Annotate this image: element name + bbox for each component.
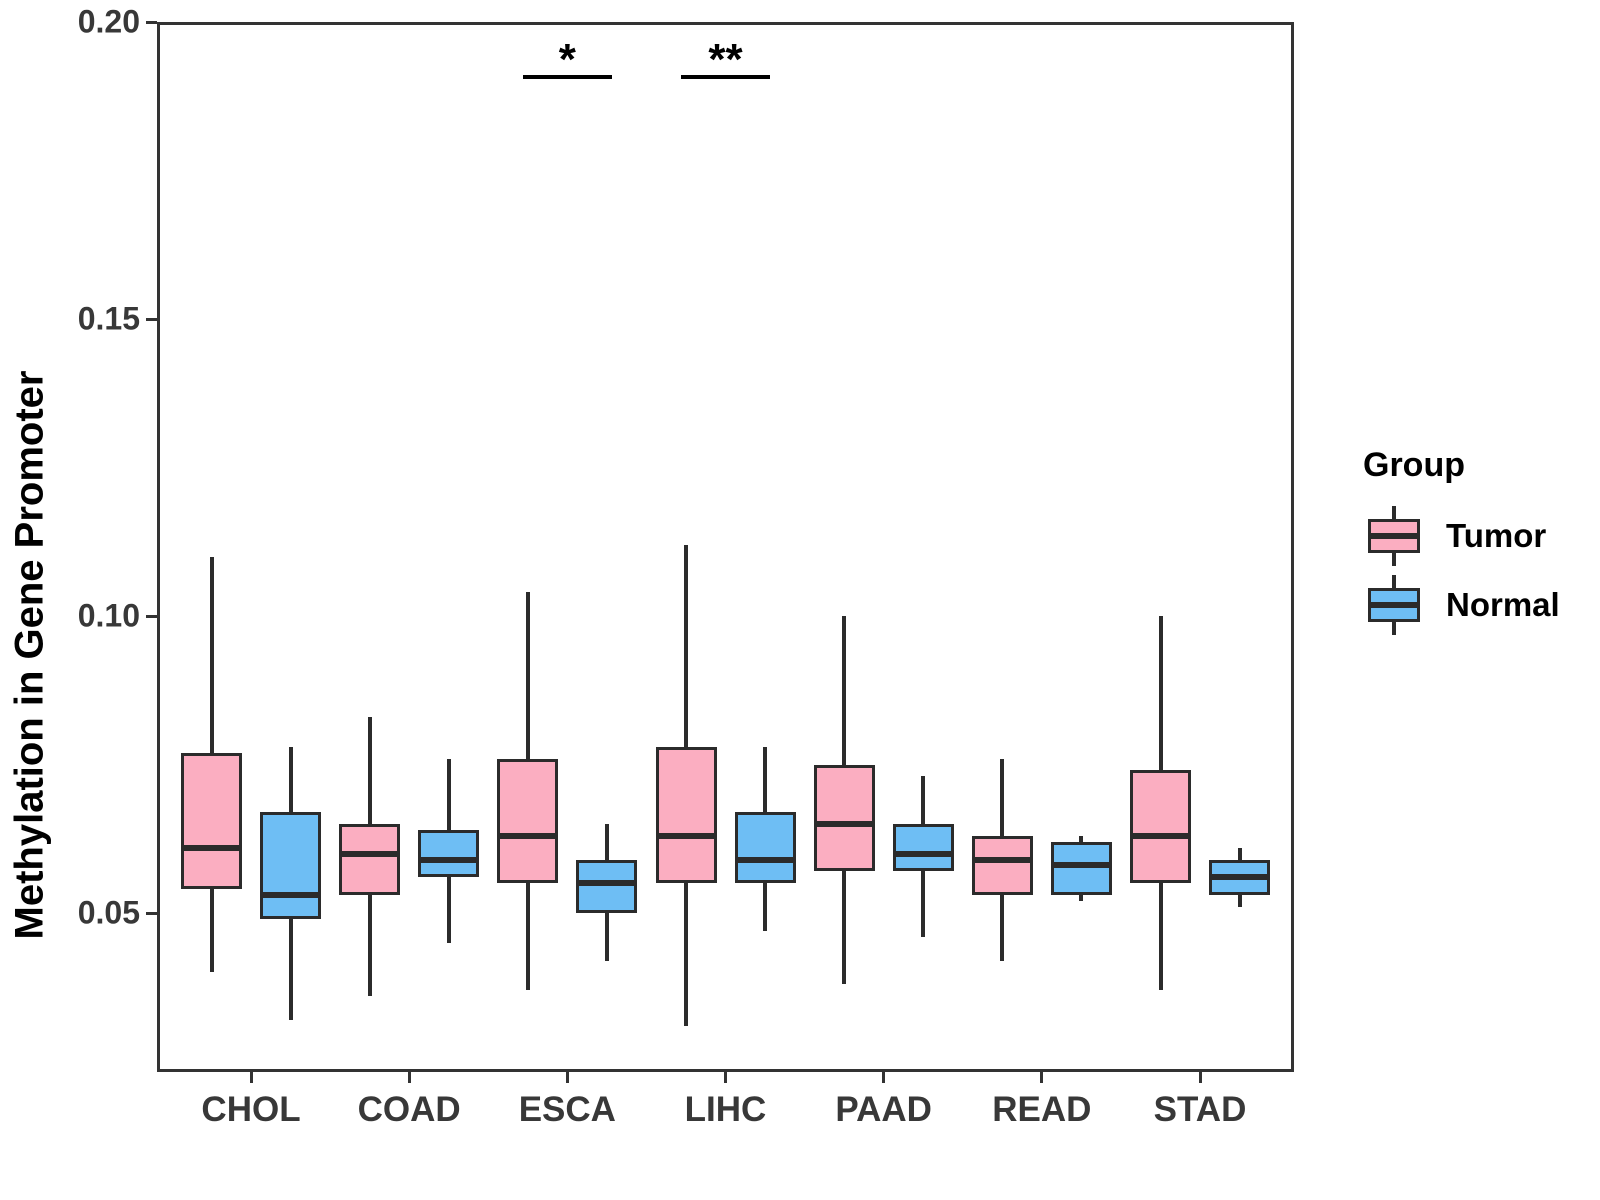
x-tick-mark xyxy=(407,1072,411,1083)
y-axis-title: Methylation in Gene Promoter xyxy=(7,370,52,940)
y-tick-mark xyxy=(146,317,157,321)
box-read-tumor-box xyxy=(971,835,1033,896)
box-esca-normal-median xyxy=(576,880,638,887)
x-tick-mark xyxy=(249,1072,253,1083)
y-tick-mark xyxy=(146,614,157,618)
box-chol-normal-box xyxy=(260,812,321,919)
y-tick-label: 0.05 xyxy=(77,894,140,931)
significance-bar-lihc xyxy=(681,75,770,79)
box-stad-tumor-median xyxy=(1130,832,1192,839)
box-read-normal-median xyxy=(1050,862,1112,869)
x-tick-mark xyxy=(565,1072,569,1083)
y-tick-mark xyxy=(146,911,157,915)
y-tick-label: 0.20 xyxy=(77,3,140,40)
x-tick-mark xyxy=(724,1072,727,1083)
box-coad-tumor-median xyxy=(339,850,401,857)
box-coad-normal-box xyxy=(418,829,480,878)
x-tick-label-lihc: LIHC xyxy=(684,1090,767,1129)
box-lihc-tumor-median xyxy=(655,832,717,839)
significance-label-esca: * xyxy=(558,35,576,84)
x-tick-label-paad: PAAD xyxy=(835,1090,932,1129)
box-lihc-normal-box xyxy=(734,812,796,884)
legend-label-tumor: Tumor xyxy=(1446,517,1547,554)
x-tick-label-chol: CHOL xyxy=(201,1090,301,1129)
legend-key-median-tumor xyxy=(1368,533,1420,539)
x-tick-mark xyxy=(882,1072,886,1083)
x-tick-label-coad: COAD xyxy=(357,1090,461,1129)
box-chol-normal-median xyxy=(260,892,321,899)
legend-label-normal: Normal xyxy=(1446,586,1560,623)
y-tick-label: 0.10 xyxy=(77,597,140,634)
box-coad-tumor-box xyxy=(339,823,401,896)
box-esca-tumor-median xyxy=(497,832,559,839)
box-stad-normal-median xyxy=(1209,874,1271,881)
box-paad-normal-median xyxy=(892,850,954,857)
box-read-tumor-median xyxy=(971,856,1033,863)
plot-panel xyxy=(157,22,1294,1072)
box-paad-tumor-box xyxy=(813,764,875,872)
box-lihc-normal-median xyxy=(734,856,796,863)
box-chol-tumor-median xyxy=(181,844,242,851)
legend-key-median-normal xyxy=(1368,602,1420,608)
box-lihc-tumor-box xyxy=(655,746,717,884)
box-paad-normal-box xyxy=(892,823,954,872)
x-tick-mark xyxy=(1198,1072,1202,1083)
y-tick-label: 0.15 xyxy=(77,300,140,337)
box-chol-tumor-box xyxy=(181,752,242,890)
y-tick-mark xyxy=(146,20,157,24)
x-tick-label-esca: ESCA xyxy=(518,1090,616,1129)
x-tick-label-stad: STAD xyxy=(1153,1090,1247,1129)
box-coad-normal-median xyxy=(418,856,480,863)
significance-label-lihc: ** xyxy=(708,35,743,84)
box-paad-tumor-median xyxy=(813,820,875,827)
legend-title: Group xyxy=(1363,446,1465,484)
box-stad-tumor-box xyxy=(1130,770,1192,884)
x-tick-label-read: READ xyxy=(992,1090,1092,1129)
box-esca-tumor-box xyxy=(497,758,559,884)
x-tick-mark xyxy=(1040,1072,1044,1083)
significance-bar-esca xyxy=(522,75,612,79)
